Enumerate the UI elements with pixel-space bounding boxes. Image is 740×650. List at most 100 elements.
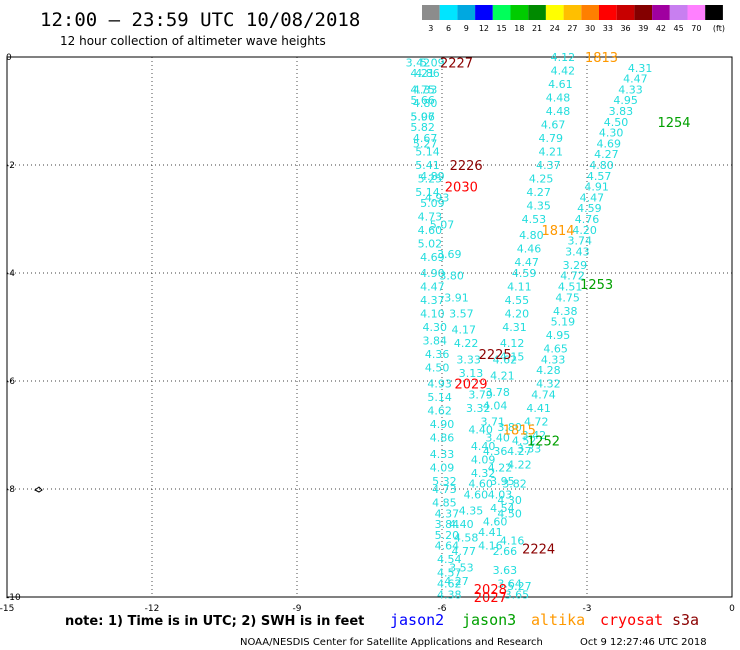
x-tick-label: -12 bbox=[145, 604, 160, 614]
wave-height-value: 4.32 bbox=[471, 467, 496, 480]
wave-height-value: 3.84 bbox=[435, 518, 460, 531]
satellite-legend-jason2: jason2 bbox=[390, 611, 444, 629]
wave-height-value: 4.37 bbox=[420, 294, 445, 307]
satellite-legend-jason3: jason3 bbox=[462, 611, 516, 629]
legend-swatch bbox=[439, 5, 458, 20]
wave-height-value: 3.80 bbox=[497, 421, 522, 434]
axis-ticks: -15 -12 -9 -6 -3 0 0 -2 -4 -6 -8 -10 bbox=[0, 53, 735, 614]
wave-height-value: 3.74 bbox=[568, 235, 593, 248]
wave-height-value: 4.41 bbox=[526, 402, 551, 415]
wave-height-value: 4.62 bbox=[493, 353, 518, 366]
legend-swatch bbox=[457, 5, 476, 20]
wave-height-value: 4.93 bbox=[425, 191, 450, 204]
pass-time-label: 1813 bbox=[585, 51, 618, 66]
legend-swatch bbox=[599, 5, 617, 20]
wave-height-value: 4.76 bbox=[575, 213, 600, 226]
units-note: note: 1) Time is in UTC; 2) SWH is in fe… bbox=[65, 614, 364, 629]
wave-height-value: 3.91 bbox=[444, 291, 469, 304]
wave-height-value: 4.54 bbox=[437, 553, 462, 566]
legend-label: 42 bbox=[656, 24, 666, 33]
wave-height-value: 4.42 bbox=[551, 65, 576, 78]
wave-height-value: 4.75 bbox=[410, 83, 435, 96]
wave-height-value: 3.64 bbox=[497, 578, 522, 591]
legend-label: 39 bbox=[638, 24, 648, 33]
wave-height-value: 4.60 bbox=[464, 488, 489, 501]
legend-swatch bbox=[705, 5, 723, 20]
satellite-legend: jason2 jason3 altika cryosat s3a bbox=[390, 611, 699, 629]
wave-height-value: 4.27 bbox=[507, 445, 532, 458]
wave-height-value: 5.82 bbox=[410, 121, 435, 134]
wave-height-value: 4.48 bbox=[546, 105, 571, 118]
pass-time-label: 1252 bbox=[527, 434, 560, 449]
wave-height-value: 4.12 bbox=[500, 337, 525, 350]
x-tick-label: -6 bbox=[438, 604, 447, 614]
wave-height-value: 3.95 bbox=[490, 475, 515, 488]
satellite-legend-s3a: s3a bbox=[672, 611, 699, 629]
wave-height-value: 4.72 bbox=[524, 416, 549, 429]
wave-height-value: 4.69 bbox=[420, 251, 445, 264]
legend-swatch bbox=[581, 5, 599, 20]
wave-height-value: 3.33 bbox=[517, 443, 542, 456]
wave-height-value: 3.65 bbox=[505, 588, 530, 601]
wave-height-value: 4.80 bbox=[589, 159, 614, 172]
wave-height-value: 4.40 bbox=[471, 440, 496, 453]
wave-height-value: 4.33 bbox=[541, 353, 566, 366]
wave-height-value: 4.40 bbox=[468, 424, 493, 437]
wave-height-value: 4.03 bbox=[488, 488, 513, 501]
island-outline-icon bbox=[34, 486, 43, 493]
legend-label: 30 bbox=[585, 24, 595, 33]
wave-height-value: 4.50 bbox=[604, 116, 629, 129]
wave-height-value: 4.09 bbox=[471, 453, 496, 466]
wave-height-value: 4.38 bbox=[553, 305, 578, 318]
wave-height-value: 2.66 bbox=[493, 545, 518, 558]
wave-height-value: 4.60 bbox=[468, 478, 493, 491]
wave-height-value: 4.60 bbox=[418, 224, 443, 237]
wave-height-value: 5.07 bbox=[430, 218, 455, 231]
wave-height-value: 5.06 bbox=[410, 110, 435, 123]
wave-height-value: 4.59 bbox=[512, 267, 537, 280]
footer-credit: NOAA/NESDIS Center for Satellite Applica… bbox=[240, 637, 543, 648]
y-tick-label: -6 bbox=[6, 377, 15, 387]
wave-height-value: 4.73 bbox=[432, 483, 457, 496]
pass-time-label: 1253 bbox=[580, 278, 613, 293]
wave-height-value: 4.33 bbox=[618, 83, 643, 96]
wave-height-value: 4.72 bbox=[560, 270, 585, 283]
wave-height-value: 4.65 bbox=[543, 343, 568, 356]
wave-height-value: 3.57 bbox=[449, 308, 474, 321]
wave-height-value: 4.15 bbox=[500, 351, 525, 364]
satellite-legend-altika: altika bbox=[531, 611, 585, 629]
footer-timestamp: Oct 9 12:27:46 UTC 2018 bbox=[580, 637, 707, 648]
wave-height-value: 4.35 bbox=[459, 505, 484, 518]
wave-height-value: 3.84 bbox=[423, 335, 448, 348]
legend-swatch bbox=[528, 5, 546, 20]
pass-time-label: 2227 bbox=[440, 56, 473, 71]
wave-height-value: 4.47 bbox=[623, 73, 648, 86]
legend-swatch bbox=[563, 5, 582, 20]
wave-height-value: 4.30 bbox=[599, 127, 624, 140]
wave-height-value: 3.13 bbox=[459, 367, 484, 380]
wave-height-value: 4.33 bbox=[430, 448, 455, 461]
wave-height-value: 4.30 bbox=[497, 494, 522, 507]
legend-label: 27 bbox=[567, 24, 577, 33]
y-tick-label: -4 bbox=[6, 269, 15, 279]
wave-height-value: 4.67 bbox=[413, 132, 438, 145]
wave-height-value: 4.60 bbox=[483, 515, 508, 528]
wave-height-value: 4.59 bbox=[577, 202, 602, 215]
wave-height-value: 3.71 bbox=[481, 416, 506, 429]
legend-swatch bbox=[669, 5, 688, 20]
wave-height-value: 3.32 bbox=[466, 402, 491, 415]
wave-height-value: 5.66 bbox=[410, 94, 435, 107]
wave-height-value: 4.86 bbox=[415, 67, 440, 80]
legend-label: 24 bbox=[550, 24, 560, 33]
wave-height-value: 4.27 bbox=[444, 575, 469, 588]
wave-height-value: 3.82 bbox=[502, 478, 527, 491]
wave-height-value: 3.42 bbox=[522, 429, 547, 442]
legend-label: 45 bbox=[674, 24, 684, 33]
wave-height-value: 4.21 bbox=[490, 370, 515, 383]
wave-height-value: 4.47 bbox=[580, 191, 605, 204]
pass-time-label: 2224 bbox=[522, 542, 555, 557]
wave-height-value: 4.21 bbox=[410, 67, 435, 80]
wave-height-value: 3.29 bbox=[563, 259, 588, 272]
pass-time-label: 2028 bbox=[474, 583, 507, 598]
wave-height-value: 4.41 bbox=[478, 526, 503, 539]
